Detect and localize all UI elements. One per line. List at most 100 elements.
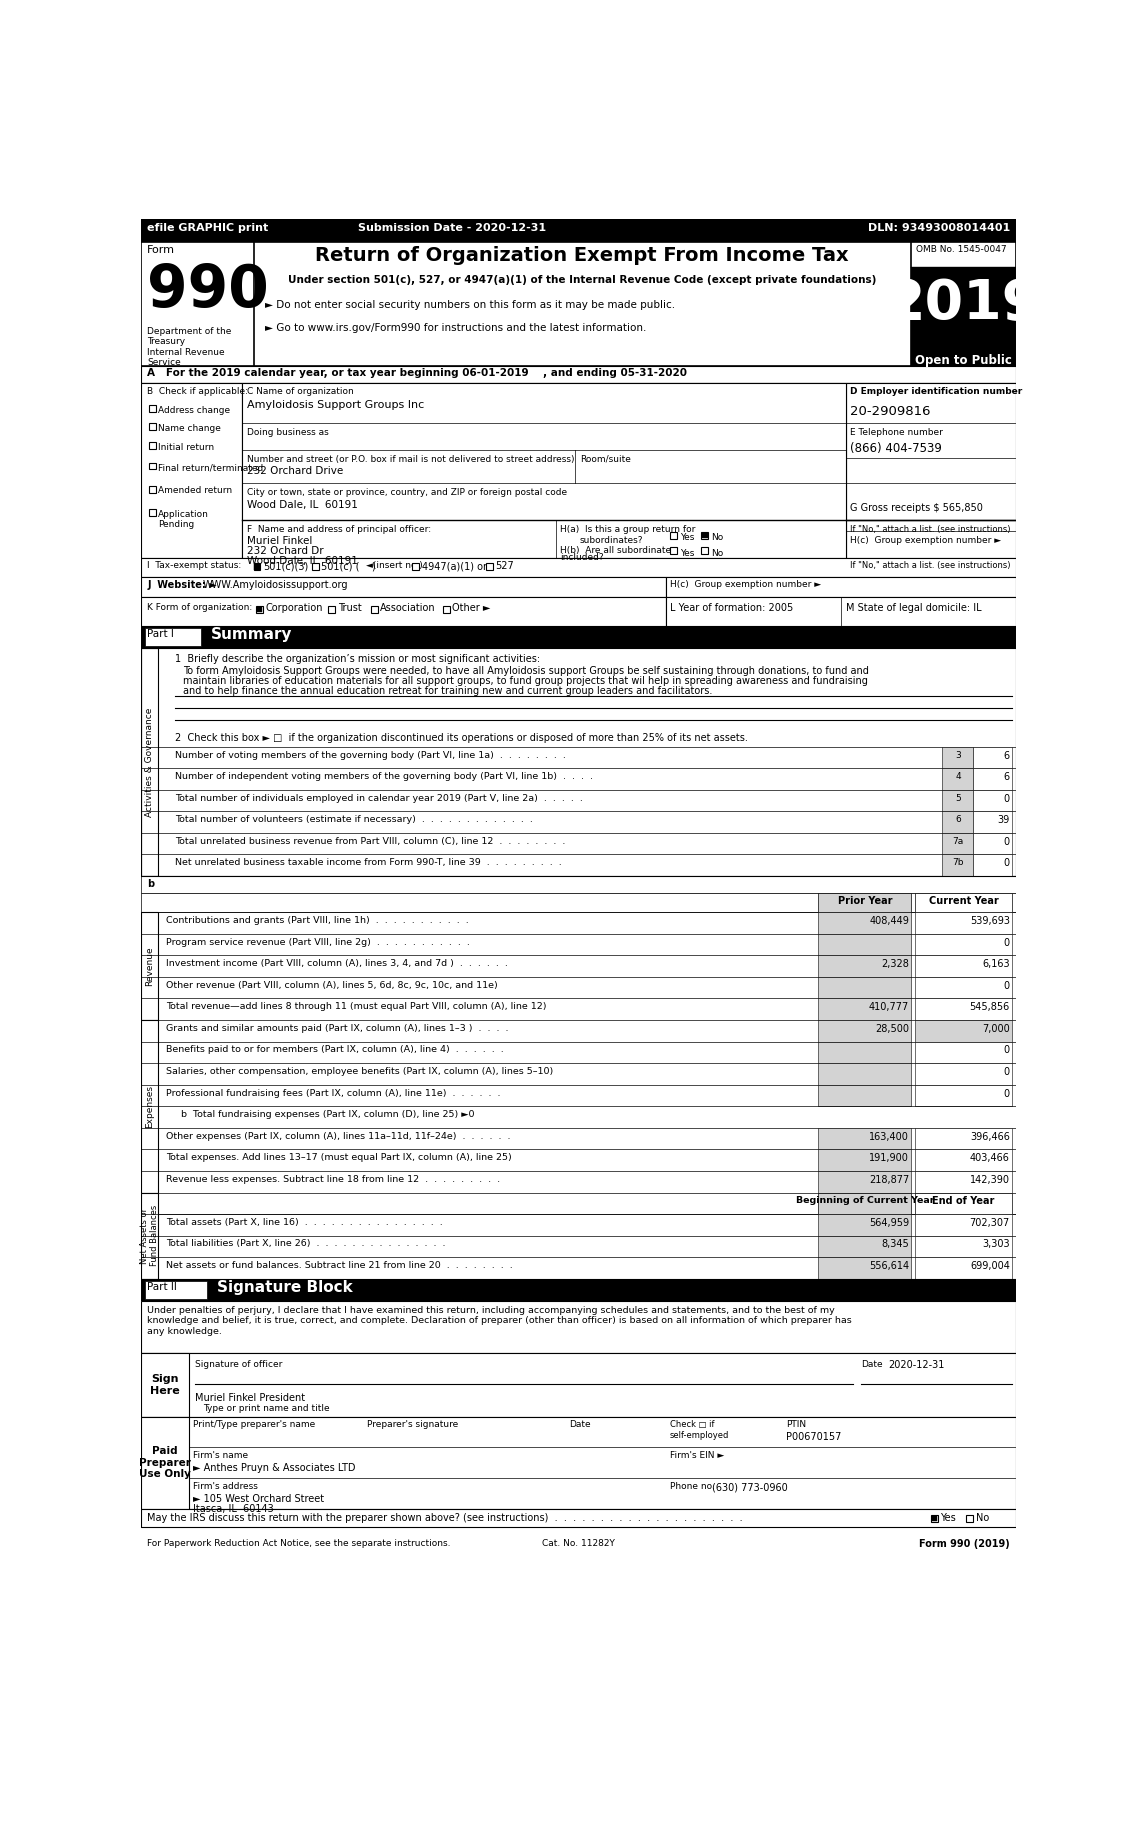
Bar <box>916 1257 1013 1279</box>
Text: Grants and similar amounts paid (Part IX, column (A), lines 1–3 )  .  .  .  .: Grants and similar amounts paid (Part IX… <box>166 1023 508 1032</box>
Bar <box>141 649 158 877</box>
Text: Room/suite: Room/suite <box>580 455 631 464</box>
Text: WWW.Amyloidosissupport.org: WWW.Amyloidosissupport.org <box>203 581 349 590</box>
Bar <box>141 365 1016 384</box>
Bar <box>911 243 1016 365</box>
Text: and to help finance the annual education retreat for training new and current gr: and to help finance the annual education… <box>183 685 712 696</box>
Text: 3,303: 3,303 <box>982 1239 1010 1250</box>
Text: H(c)  Group exemption number ►: H(c) Group exemption number ► <box>850 537 1001 546</box>
Text: 990: 990 <box>147 261 269 318</box>
Bar <box>819 1041 911 1063</box>
Bar <box>141 649 1016 877</box>
Text: Contributions and grants (Part VIII, line 1h)  .  .  .  .  .  .  .  .  .  .  .: Contributions and grants (Part VIII, lin… <box>166 915 469 924</box>
Text: Total unrelated business revenue from Part VIII, column (C), line 12  .  .  .  .: Total unrelated business revenue from Pa… <box>175 837 566 846</box>
Text: Net Assets or
Fund Balances: Net Assets or Fund Balances <box>140 1206 159 1266</box>
Bar <box>701 548 708 554</box>
Bar <box>370 607 377 612</box>
Text: Net assets or fund balances. Subtract line 21 from line 20  .  .  .  .  .  .  . : Net assets or fund balances. Subtract li… <box>166 1261 513 1270</box>
Text: 6: 6 <box>1004 751 1010 760</box>
Text: 142,390: 142,390 <box>970 1175 1010 1186</box>
Text: H(b)  Are all subordinates: H(b) Are all subordinates <box>560 546 676 555</box>
Bar <box>149 424 156 429</box>
Text: Total liabilities (Part X, line 26)  .  .  .  .  .  .  .  .  .  .  .  .  .  .  .: Total liabilities (Part X, line 26) . . … <box>166 1239 446 1248</box>
Bar <box>671 548 677 554</box>
Bar <box>916 1149 1013 1171</box>
Text: 702,307: 702,307 <box>970 1219 1010 1228</box>
Text: Sign
Here: Sign Here <box>150 1374 180 1396</box>
Text: maintain libraries of education materials for all support groups, to fund group : maintain libraries of education material… <box>183 676 868 685</box>
Text: Muriel Finkel: Muriel Finkel <box>246 535 312 546</box>
Bar <box>973 811 1013 833</box>
Text: Firm's address: Firm's address <box>193 1482 257 1491</box>
Text: 527: 527 <box>496 561 514 572</box>
Bar <box>141 1279 1016 1301</box>
Text: Association: Association <box>379 603 436 612</box>
Bar <box>973 833 1013 855</box>
Text: If "No," attach a list. (see instructions): If "No," attach a list. (see instruction… <box>850 561 1010 570</box>
Text: Form 990 (2019): Form 990 (2019) <box>919 1538 1010 1549</box>
Text: Part I: Part I <box>147 628 174 639</box>
Bar <box>141 1019 158 1193</box>
Text: 699,004: 699,004 <box>970 1261 1010 1272</box>
Text: Investment income (Part VIII, column (A), lines 3, 4, and 7d )  .  .  .  .  .  .: Investment income (Part VIII, column (A)… <box>166 959 508 968</box>
Text: Benefits paid to or for members (Part IX, column (A), line 4)  .  .  .  .  .  .: Benefits paid to or for members (Part IX… <box>166 1045 504 1054</box>
Text: Amended return: Amended return <box>158 486 233 495</box>
Bar <box>254 565 260 570</box>
Text: ► 105 West Orchard Street: ► 105 West Orchard Street <box>193 1494 324 1504</box>
Text: To form Amyloidosis Support Groups were needed, to have all Amyloidosis support : To form Amyloidosis Support Groups were … <box>183 665 869 676</box>
Text: 396,466: 396,466 <box>970 1131 1010 1142</box>
Bar <box>819 999 911 1019</box>
Text: 2020-12-31: 2020-12-31 <box>889 1359 945 1370</box>
Text: 6,163: 6,163 <box>982 959 1010 968</box>
Text: Salaries, other compensation, employee benefits (Part IX, column (A), lines 5–10: Salaries, other compensation, employee b… <box>166 1067 553 1076</box>
Text: Type or print name and title: Type or print name and title <box>203 1405 330 1414</box>
Text: City or town, state or province, country, and ZIP or foreign postal code: City or town, state or province, country… <box>246 488 567 497</box>
Text: J  Website: ►: J Website: ► <box>147 581 217 590</box>
Text: Application
Pending: Application Pending <box>158 510 209 530</box>
Text: OMB No. 1545-0047: OMB No. 1545-0047 <box>916 245 1007 254</box>
Text: Trust: Trust <box>338 603 361 612</box>
Text: No: No <box>711 533 723 543</box>
Bar <box>819 1127 911 1149</box>
Bar <box>141 557 1016 577</box>
Text: 0: 0 <box>1004 1089 1010 1098</box>
Text: I  Tax-exempt status:: I Tax-exempt status: <box>147 561 242 570</box>
Text: 408,449: 408,449 <box>869 915 909 926</box>
Text: Summary: Summary <box>211 627 292 641</box>
Text: Revenue: Revenue <box>146 946 155 987</box>
Bar <box>141 1509 1016 1527</box>
Bar <box>819 934 911 956</box>
Bar <box>141 1301 1016 1354</box>
Text: b  Total fundraising expenses (Part IX, column (D), line 25) ►0: b Total fundraising expenses (Part IX, c… <box>182 1111 475 1120</box>
Bar <box>916 1193 1013 1215</box>
Bar <box>149 406 156 411</box>
Text: 6: 6 <box>955 815 961 824</box>
Text: Cat. No. 11282Y: Cat. No. 11282Y <box>542 1538 614 1547</box>
Bar <box>943 833 973 855</box>
Text: PTIN: PTIN <box>786 1420 806 1429</box>
Bar <box>145 628 201 645</box>
Text: End of Year: End of Year <box>933 1197 995 1206</box>
Bar <box>819 956 911 977</box>
Text: 6: 6 <box>1004 773 1010 782</box>
Bar <box>256 607 262 612</box>
Text: Beginning of Current Year: Beginning of Current Year <box>796 1197 934 1206</box>
Text: Form: Form <box>147 245 175 256</box>
Text: Total expenses. Add lines 13–17 (must equal Part IX, column (A), line 25): Total expenses. Add lines 13–17 (must eq… <box>166 1153 511 1162</box>
Bar <box>819 1235 911 1257</box>
Text: No: No <box>711 548 723 557</box>
Bar <box>141 912 158 1019</box>
Text: Yes: Yes <box>680 548 694 557</box>
Text: 1  Briefly describe the organization’s mission or most significant activities:: 1 Briefly describe the organization’s mi… <box>175 654 541 665</box>
Text: Total number of volunteers (estimate if necessary)  .  .  .  .  .  .  .  .  .  .: Total number of volunteers (estimate if … <box>175 815 533 824</box>
Bar <box>671 532 677 539</box>
Bar <box>141 1354 190 1416</box>
Bar <box>916 956 1013 977</box>
Text: 556,614: 556,614 <box>869 1261 909 1272</box>
Bar <box>141 597 666 627</box>
Text: 8,345: 8,345 <box>882 1239 909 1250</box>
Bar <box>141 1193 158 1279</box>
Text: M State of legal domicile: IL: M State of legal domicile: IL <box>846 603 981 612</box>
Bar <box>916 1063 1013 1085</box>
Text: 28,500: 28,500 <box>875 1023 909 1034</box>
